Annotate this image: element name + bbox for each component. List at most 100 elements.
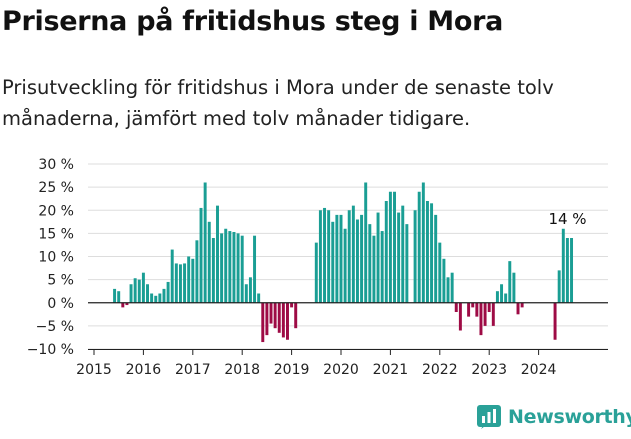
bar xyxy=(425,201,429,303)
bar xyxy=(203,182,207,303)
bar xyxy=(121,302,125,308)
bar xyxy=(141,272,145,303)
bar xyxy=(487,302,491,312)
bar xyxy=(129,284,133,303)
bar xyxy=(269,302,273,324)
bar xyxy=(483,302,487,326)
bar xyxy=(257,293,261,303)
y-tick-label: 15 % xyxy=(38,226,74,242)
x-tick-label: 2024 xyxy=(521,362,557,378)
axes xyxy=(88,302,608,355)
bar xyxy=(417,191,421,303)
bar xyxy=(491,302,495,326)
x-tick-label: 2020 xyxy=(323,362,359,378)
bar xyxy=(364,182,368,303)
bar xyxy=(380,231,384,303)
bar xyxy=(397,212,401,303)
y-tick-label: −5 % xyxy=(36,319,74,335)
bar xyxy=(318,210,322,303)
bar xyxy=(265,302,269,336)
bar xyxy=(228,231,232,303)
bar xyxy=(277,302,281,333)
bar xyxy=(508,261,512,303)
bar xyxy=(520,302,524,308)
brand-logo: Newsworthy xyxy=(476,404,631,430)
bar xyxy=(512,272,516,303)
bar xyxy=(281,302,285,338)
bar xyxy=(343,228,347,303)
y-tick-label: 20 % xyxy=(38,203,74,219)
bar xyxy=(154,295,158,303)
bar xyxy=(216,205,219,303)
bar xyxy=(368,224,372,303)
bar xyxy=(125,302,129,306)
bar xyxy=(401,205,405,303)
bar xyxy=(430,203,434,303)
x-tick-label: 2018 xyxy=(224,362,260,378)
y-tick-label: 25 % xyxy=(38,180,74,196)
brand-name: Newsworthy xyxy=(508,406,631,428)
y-tick-label: 10 % xyxy=(38,250,74,266)
bar xyxy=(290,302,294,308)
last-value-annotation: 14 % xyxy=(548,210,586,228)
bar xyxy=(207,221,211,303)
x-tick-label: 2015 xyxy=(76,362,112,378)
bar xyxy=(158,293,162,303)
bar xyxy=(248,277,252,303)
bar xyxy=(565,238,569,303)
bar xyxy=(261,302,265,343)
labels: −10 % −5 % 0 % 5 % 10 % 15 % 20 % 25 % 30 % 2015 2… xyxy=(27,157,587,378)
bar xyxy=(240,235,244,303)
bar xyxy=(347,210,351,303)
bar xyxy=(384,201,388,303)
x-tick-label: 2019 xyxy=(274,362,310,378)
x-tick-label: 2021 xyxy=(373,362,409,378)
y-tick-label: −10 % xyxy=(27,342,74,358)
bar xyxy=(244,284,248,303)
bar xyxy=(458,302,462,331)
bar xyxy=(372,235,376,303)
bar xyxy=(199,207,203,303)
bar xyxy=(495,291,499,303)
bar xyxy=(339,214,343,303)
bar xyxy=(174,263,178,303)
bar xyxy=(224,228,228,303)
bars xyxy=(113,182,574,343)
bar xyxy=(557,270,561,303)
x-tick-label: 2022 xyxy=(422,362,458,378)
y-tick-label: 0 % xyxy=(47,296,74,312)
bar xyxy=(253,235,257,303)
bar xyxy=(376,212,380,303)
bar xyxy=(553,302,557,340)
bar xyxy=(454,302,458,312)
newsworthy-logo-icon xyxy=(477,405,501,429)
bar xyxy=(195,240,199,303)
bar xyxy=(273,302,277,329)
bar xyxy=(113,288,117,303)
bar xyxy=(170,249,174,303)
bar xyxy=(479,302,483,336)
bar xyxy=(450,272,454,303)
bar xyxy=(438,242,442,303)
bar xyxy=(516,302,520,315)
bar xyxy=(232,231,236,303)
bar xyxy=(360,214,364,303)
bar xyxy=(405,224,409,303)
bar xyxy=(475,302,479,317)
bar xyxy=(183,263,187,303)
bar xyxy=(133,278,137,303)
bar xyxy=(413,210,417,303)
bar xyxy=(446,277,450,303)
bar xyxy=(187,256,191,303)
x-tick-label: 2016 xyxy=(126,362,162,378)
bar xyxy=(434,214,438,303)
bar xyxy=(146,284,149,303)
bar xyxy=(150,293,154,303)
bar xyxy=(178,264,182,303)
bar xyxy=(166,281,170,303)
x-tick-label: 2023 xyxy=(471,362,507,378)
x-tick-label: 2017 xyxy=(175,362,211,378)
bar xyxy=(327,210,331,303)
bar xyxy=(236,233,240,303)
